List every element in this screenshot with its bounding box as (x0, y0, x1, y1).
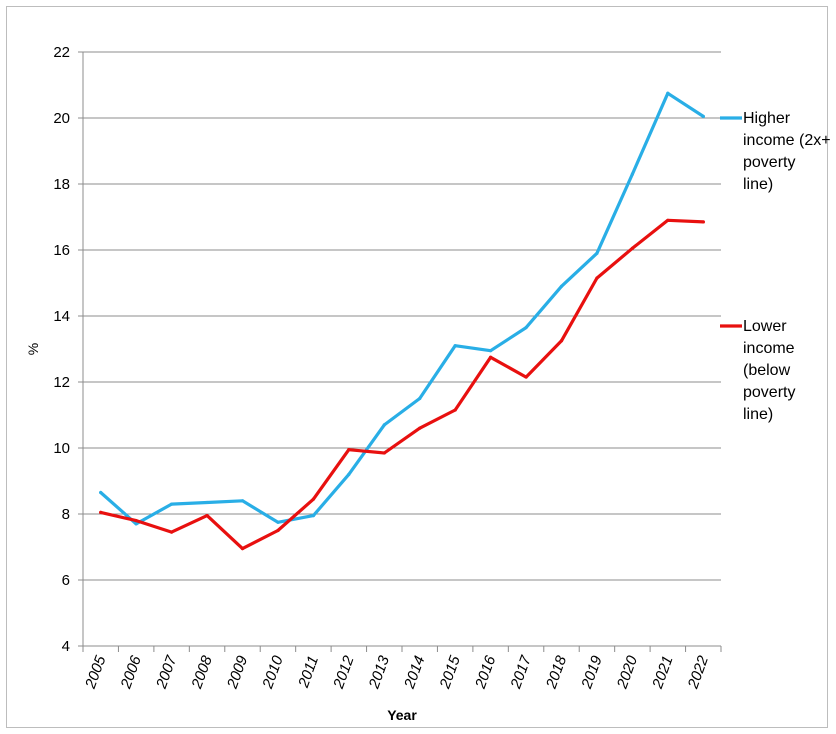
legend-label: income (2x+ (743, 132, 831, 149)
y-tick-label: 10 (53, 440, 70, 457)
data-point (453, 344, 457, 348)
data-point (205, 500, 209, 505)
y-tick-label: 20 (53, 110, 70, 127)
data-point (559, 284, 564, 288)
x-tick-label: 2006 (117, 653, 145, 692)
data-point (524, 375, 528, 379)
y-tick-label: 6 (62, 572, 70, 589)
legend-label: line) (743, 176, 773, 193)
legend-label: poverty (743, 154, 795, 171)
data-point (666, 218, 670, 222)
x-tick-label: 2014 (401, 654, 429, 692)
data-point (205, 514, 209, 518)
data-point (311, 497, 315, 501)
x-tick-label: 2020 (613, 653, 641, 692)
legend-label: income (743, 340, 795, 357)
y-tick-label: 12 (53, 374, 70, 391)
chart-frame (6, 6, 828, 728)
x-tick-label: 2007 (153, 653, 181, 692)
data-point (99, 510, 103, 514)
series-lines (99, 91, 705, 551)
data-point (276, 528, 280, 533)
x-tick-label: 2012 (330, 653, 358, 692)
data-point (134, 519, 138, 523)
y-tick-label: 14 (53, 308, 70, 325)
legend-label: poverty (743, 384, 795, 401)
x-tick-label: 2008 (188, 653, 216, 692)
legend-label: Higher (743, 110, 791, 127)
data-point (347, 448, 351, 452)
legend-label: Lower (743, 318, 787, 335)
data-point (595, 276, 599, 280)
axes (78, 51, 722, 652)
data-point (382, 451, 386, 455)
x-tick-label: 2009 (224, 653, 252, 692)
x-tick-label: 2010 (259, 653, 287, 692)
x-tick-label: 2005 (82, 653, 110, 692)
series-line-1 (99, 218, 705, 551)
data-point (666, 91, 670, 95)
data-point (170, 530, 174, 534)
data-point (630, 246, 634, 250)
x-tick-label: 2013 (365, 653, 393, 692)
data-point (701, 114, 705, 118)
x-tick-labels: 2005 2006 2007 2008 2009 2010 2011 2012 2013 2014… (82, 653, 713, 692)
data-point (701, 220, 705, 224)
data-point (276, 520, 280, 524)
x-axis-title: Year (387, 707, 417, 723)
data-point (489, 355, 493, 359)
data-point (240, 547, 245, 551)
y-tick-label: 4 (62, 638, 70, 655)
y-tick-labels: 4 6 8 10 12 14 16 18 20 22 (53, 44, 70, 655)
legend: Higher income (2x+ poverty line) Lower income… (720, 110, 831, 423)
data-point (170, 502, 174, 506)
data-point (630, 172, 634, 176)
x-tick-label: 2021 (649, 654, 677, 692)
series-line-0 (99, 91, 705, 526)
legend-label: (below (743, 362, 791, 379)
data-point (99, 490, 103, 495)
y-tick-label: 18 (53, 176, 70, 193)
x-tick-label: 2011 (295, 654, 322, 691)
data-point (559, 339, 564, 343)
data-point (524, 325, 528, 330)
y-tick-label: 22 (53, 44, 70, 61)
y-tick-label: 8 (62, 506, 70, 523)
data-point (311, 514, 315, 518)
data-point (347, 472, 351, 476)
x-tick-label: 2018 (543, 653, 571, 692)
data-point (595, 251, 599, 255)
legend-label: line) (743, 406, 773, 423)
data-point (418, 396, 422, 401)
x-tick-label: 2019 (578, 653, 606, 692)
data-point (489, 349, 493, 353)
x-tick-label: 2017 (507, 653, 535, 692)
data-point (382, 423, 386, 427)
data-point (418, 426, 422, 430)
gridlines (83, 51, 721, 581)
x-tick-label: 2022 (684, 653, 712, 692)
data-point (134, 522, 138, 526)
data-point (453, 408, 457, 412)
y-axis-title: % (25, 343, 41, 355)
x-tick-label: 2016 (472, 653, 500, 692)
x-tick-label: 2015 (436, 653, 464, 692)
y-tick-label: 16 (53, 242, 70, 259)
data-point (240, 499, 245, 503)
